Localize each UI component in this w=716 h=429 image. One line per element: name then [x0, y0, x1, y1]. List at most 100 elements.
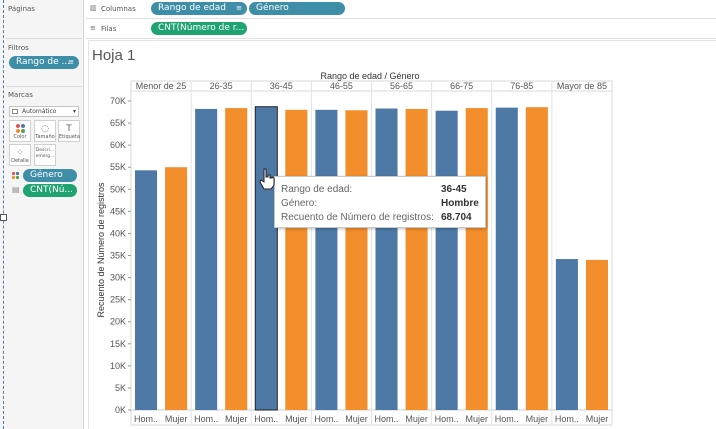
filter-pill[interactable]: Rango de ... ≡ [9, 56, 79, 69]
sub-category-label: Mujer [465, 414, 488, 424]
y-axis-title: Recuento de Número de registros [96, 182, 106, 318]
bar-hombre[interactable] [315, 109, 338, 410]
resize-handle[interactable] [0, 214, 7, 221]
y-tick-label: 40K [110, 228, 126, 238]
sub-category-label: Hom.. [194, 414, 218, 424]
columns-pill-gender[interactable]: Género [249, 2, 345, 15]
detail-icon: ⁘ [16, 148, 24, 158]
chevron-down-icon: ▾ [72, 108, 76, 115]
y-tick-label: 10K [110, 361, 126, 371]
divider [6, 86, 82, 87]
bar-mark-icon [12, 109, 18, 114]
columns-pill-gender-label: Género [256, 3, 289, 13]
category-header: 66-75 [450, 81, 473, 91]
bar-hombre[interactable] [375, 108, 398, 411]
sub-category-label: Hom.. [555, 414, 579, 424]
y-tick-label: 35K [110, 251, 126, 261]
label-button[interactable]: T Etiqueta [58, 120, 80, 142]
tooltip-value: 36-45 [441, 184, 467, 195]
sub-category-label: Hom.. [314, 414, 338, 424]
tooltip-row: Rango de edad: 36-45 [281, 184, 481, 197]
tooltip-field-pill[interactable]: CNT(Nú... [23, 184, 77, 197]
columns-shelf-icon: ▥ [90, 4, 97, 12]
tooltip-field-label: CNT(Nú... [30, 185, 74, 195]
bar-mujer[interactable] [285, 109, 308, 410]
size-button-label: Tamaño [35, 134, 55, 140]
bar-hombre[interactable] [135, 170, 158, 410]
tooltip-button-label: Descri... emerg... [35, 148, 55, 159]
size-icon: ◌ [41, 124, 49, 134]
bar-hombre[interactable] [435, 110, 458, 410]
bar-hombre[interactable] [555, 259, 578, 410]
y-tick-label: 0K [115, 405, 126, 415]
columns-pill-age-range[interactable]: Rango de edad ≡ [151, 2, 247, 15]
y-tick-label: 65K [110, 118, 126, 128]
sub-category-label: Hom.. [495, 414, 519, 424]
color-button[interactable]: Color [9, 120, 31, 142]
sub-category-label: Hom.. [435, 414, 459, 424]
bar-mujer[interactable] [345, 110, 368, 411]
y-tick-label: 55K [110, 162, 126, 172]
category-header: Menor de 25 [136, 81, 187, 91]
mark-type-dropdown[interactable]: Automático ▾ [9, 106, 79, 117]
columns-shelf-label: Columnas [101, 5, 136, 13]
y-tick-label: 60K [110, 140, 126, 150]
top-header-label: Rango de edad / Género [320, 71, 419, 81]
bar-hombre[interactable] [495, 107, 518, 410]
label-icon: T [66, 124, 72, 134]
pages-card-title: Páginas [8, 5, 35, 13]
bar-mujer[interactable] [465, 108, 488, 410]
category-header: 76-85 [510, 81, 533, 91]
tooltip-key: Recuento de Número de registros: [281, 212, 434, 223]
y-tick-label: 25K [110, 295, 126, 305]
tooltip-value: 68.704 [441, 212, 472, 223]
sheet-title: Hoja 1 [92, 47, 136, 64]
category-header: Mayor de 85 [557, 81, 607, 91]
bar-mujer[interactable] [165, 167, 188, 410]
tooltip-field-icon: ▤ [12, 185, 20, 194]
color-button-label: Color [13, 134, 27, 140]
tooltip-button[interactable]: Descri... emerg... [34, 144, 56, 166]
color-dots-icon [10, 124, 30, 136]
marks-card-title: Marcas [8, 91, 33, 99]
y-tick-label: 45K [110, 206, 126, 216]
color-field-icon [11, 171, 20, 182]
rows-pill-count[interactable]: CNT(Número de r... [151, 22, 247, 35]
filters-card-title: Filtros [8, 44, 29, 52]
detail-button[interactable]: ⁘ Detalle [9, 144, 31, 166]
sub-category-label: Mujer [345, 414, 368, 424]
y-tick-label: 50K [110, 184, 126, 194]
hand-cursor-icon [259, 168, 275, 190]
bar-mujer[interactable] [405, 108, 428, 411]
tooltip-row: Recuento de Número de registros: 68.704 [281, 212, 481, 225]
columns-pill-age-range-label: Rango de edad [158, 3, 226, 13]
filter-icon: ≡ [236, 4, 242, 12]
sub-category-label: Mujer [165, 414, 188, 424]
bar-mujer[interactable] [225, 108, 248, 410]
bar-hombre[interactable] [195, 108, 218, 411]
y-tick-label: 5K [115, 383, 126, 393]
bar-mujer[interactable] [525, 107, 548, 411]
y-tick-label: 30K [110, 273, 126, 283]
sub-category-label: Hom.. [375, 414, 399, 424]
color-field-pill[interactable]: Género [23, 169, 77, 182]
tooltip-key: Rango de edad: [281, 184, 353, 195]
rows-pill-count-label: CNT(Número de r... [158, 23, 245, 33]
bar-hombre[interactable] [254, 106, 278, 411]
sub-category-label: Mujer [526, 414, 549, 424]
tooltip: Rango de edad: 36-45 Género: Hombre Recu… [274, 176, 486, 228]
size-button[interactable]: ◌ Tamaño [34, 120, 56, 142]
tooltip-value: Hombre [441, 198, 479, 209]
y-tick-label: 15K [110, 339, 126, 349]
worksheet-area [88, 40, 716, 429]
detail-button-label: Detalle [11, 158, 29, 164]
category-header: 56-65 [390, 81, 413, 91]
filter-icon: ≡ [68, 58, 74, 66]
sub-category-label: Mujer [405, 414, 428, 424]
divider [6, 38, 82, 39]
bar-mujer[interactable] [585, 259, 608, 410]
rows-shelf-label: Filas [101, 25, 117, 33]
category-header: 46-55 [330, 81, 353, 91]
left-panel: Páginas Filtros Rango de ... ≡ Marcas Au… [0, 0, 84, 429]
